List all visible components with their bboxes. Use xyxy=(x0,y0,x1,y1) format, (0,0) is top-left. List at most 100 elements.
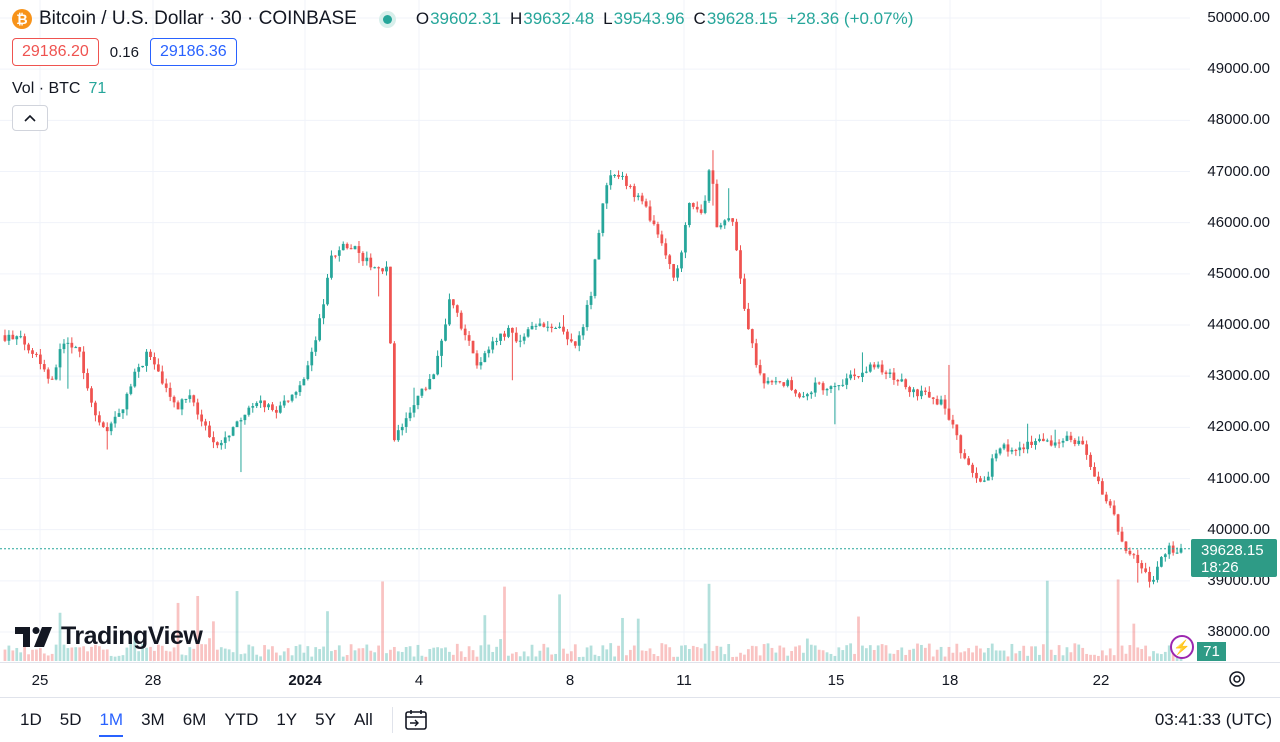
range-button-ytd[interactable]: YTD xyxy=(224,710,259,729)
volume-bar xyxy=(813,645,817,661)
candle-body xyxy=(880,364,884,373)
price-chart[interactable] xyxy=(0,0,1190,662)
chart-grid xyxy=(0,0,1190,662)
lightning-icon[interactable]: ⚡ xyxy=(1170,635,1194,659)
candle-body xyxy=(652,220,656,225)
volume-bar xyxy=(365,644,369,661)
volume-bar xyxy=(487,644,491,661)
volume-bar xyxy=(35,649,38,661)
volume-bar xyxy=(1120,645,1124,661)
volume-bar xyxy=(290,655,294,661)
volume-bar xyxy=(1159,654,1163,661)
volume-bar xyxy=(703,643,707,661)
candle-body xyxy=(1144,568,1148,572)
candle-body xyxy=(896,379,900,382)
candle-body xyxy=(1100,481,1104,495)
range-button-1y[interactable]: 1Y xyxy=(276,710,298,729)
volume-bar xyxy=(416,644,420,661)
candle-body xyxy=(900,379,904,382)
last-price-tag: 39628.15 18:26 xyxy=(1191,539,1277,577)
volume-bar xyxy=(585,647,589,661)
volume-bar xyxy=(1093,654,1096,661)
range-button-all[interactable]: All xyxy=(353,710,373,729)
volume-bar xyxy=(1167,645,1171,661)
volume-bar xyxy=(94,644,97,661)
candle-body xyxy=(601,203,605,233)
volume-bar xyxy=(802,652,805,661)
range-button-1d[interactable]: 1D xyxy=(20,710,42,729)
chart-canvas[interactable] xyxy=(0,0,1190,662)
candle-body xyxy=(636,195,640,198)
tradingview-logo-icon xyxy=(15,626,52,647)
candle-body xyxy=(1085,444,1089,455)
candle-body xyxy=(959,435,963,454)
time-axis[interactable]: 25 28 2024 4 8 11 15 18 22 xyxy=(0,662,1280,697)
volume-bar xyxy=(160,645,164,661)
candle-body xyxy=(1089,454,1092,467)
candle-body xyxy=(1167,545,1171,555)
volume-bar xyxy=(97,646,101,661)
candle-body xyxy=(302,379,306,386)
volume-bar xyxy=(1116,579,1120,661)
volume-bar xyxy=(121,655,125,661)
volume-bar xyxy=(593,654,597,661)
range-button-5y[interactable]: 5Y xyxy=(315,710,336,729)
volume-bar xyxy=(1112,655,1116,661)
volume-bar xyxy=(762,644,766,661)
volume-bar xyxy=(467,646,471,661)
gear-icon[interactable] xyxy=(1228,670,1246,688)
candle-body xyxy=(1179,548,1183,553)
volume-bar xyxy=(357,648,361,661)
utc-clock[interactable]: 03:41:33 (UTC) xyxy=(1154,710,1272,729)
range-button-6m[interactable]: 6M xyxy=(182,710,207,729)
tradingview-logo[interactable]: TradingView xyxy=(15,622,203,651)
volume-bar xyxy=(137,651,141,661)
candle-body xyxy=(361,252,365,262)
symbol-title[interactable]: Bitcoin / U.S. Dollar · 30 · COINBASE xyxy=(39,8,357,29)
candle-body xyxy=(455,305,459,313)
candle-body xyxy=(499,333,502,341)
volume-bar xyxy=(223,648,227,661)
candle-body xyxy=(50,378,54,380)
range-button-1m[interactable]: 1M xyxy=(90,698,132,742)
sell-button[interactable]: 29186.20 xyxy=(12,38,99,66)
candle-body xyxy=(841,384,845,386)
collapse-legend-button[interactable] xyxy=(12,105,48,131)
range-button-5d[interactable]: 5D xyxy=(59,710,82,729)
volume-bar xyxy=(251,646,255,661)
candle-body xyxy=(35,353,38,355)
candle-body xyxy=(62,343,66,350)
volume-bar xyxy=(971,652,974,661)
volume-bar xyxy=(896,650,900,661)
volume-bar xyxy=(475,656,479,661)
buy-button[interactable]: 29186.36 xyxy=(149,38,237,66)
range-button-3m[interactable]: 3M xyxy=(141,710,165,729)
volume-legend[interactable]: Vol · BTC 71 xyxy=(12,80,106,98)
volume-bar xyxy=(900,647,904,661)
candle-body xyxy=(298,385,302,393)
candle-body xyxy=(857,376,860,378)
volume-bar xyxy=(542,643,546,661)
volume-bar xyxy=(864,648,868,661)
candle-body xyxy=(927,391,931,398)
time-label: 11 xyxy=(676,672,692,689)
candle-body xyxy=(754,343,758,366)
candle-body xyxy=(1112,505,1116,515)
volume-bar xyxy=(931,656,935,661)
volume-bar xyxy=(739,652,742,661)
candle-body xyxy=(684,225,687,253)
candle-body xyxy=(46,369,50,379)
volume-bar xyxy=(330,651,333,661)
close-value: 39628.15 xyxy=(706,9,778,28)
price-axis-label: 46000.00 xyxy=(1207,213,1270,231)
go-to-date-button[interactable] xyxy=(403,707,429,733)
volume-bar xyxy=(192,648,196,661)
market-status-icon[interactable] xyxy=(382,14,392,24)
volume-bar xyxy=(872,649,876,661)
volume-bar xyxy=(1073,643,1077,661)
volume-bar xyxy=(581,656,585,661)
candle-body xyxy=(1065,435,1069,441)
candle-body xyxy=(770,380,774,383)
candle-body xyxy=(731,218,735,222)
volume-bar xyxy=(1081,647,1085,661)
